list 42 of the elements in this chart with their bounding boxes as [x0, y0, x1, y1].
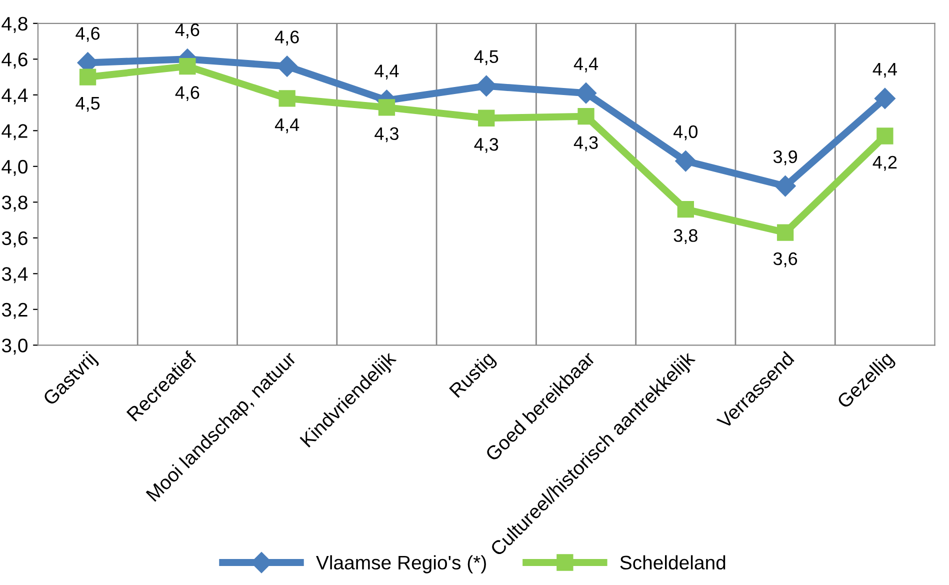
point — [675, 150, 696, 172]
data-label: 4,4 — [574, 58, 598, 72]
data-label: 4,3 — [574, 136, 598, 152]
data-label: 3,9 — [773, 150, 797, 166]
point — [278, 90, 296, 107]
point — [179, 58, 196, 75]
point — [776, 224, 794, 241]
point — [874, 88, 896, 109]
data-label: 4,4 — [274, 118, 300, 134]
y-tick-label: 3,4 — [2, 267, 28, 284]
y-tick-label: 4,6 — [2, 52, 28, 69]
legend-label: Scheldeland — [620, 555, 726, 570]
y-tick-label: 3,0 — [2, 338, 28, 355]
data-label: 4,3 — [474, 138, 498, 153]
y-tick-label: 4,4 — [2, 88, 28, 104]
data-label: 4,2 — [872, 156, 897, 171]
point — [478, 110, 495, 126]
data-label: 4,6 — [175, 23, 200, 38]
data-label: 4,5 — [474, 50, 498, 66]
data-label: 3,6 — [773, 252, 798, 268]
point — [774, 176, 796, 197]
y-tick-label: 4,0 — [2, 160, 28, 176]
y-tick-label: 3,2 — [2, 302, 28, 319]
data-label: 4,4 — [872, 62, 897, 78]
data-label: 4,6 — [274, 30, 299, 46]
data-label: 4,6 — [175, 86, 200, 102]
point — [677, 200, 694, 218]
y-tick-label: 3,8 — [2, 196, 28, 212]
point — [79, 68, 96, 86]
data-label: 4,3 — [374, 127, 398, 142]
y-tick-label: 4,8 — [2, 16, 28, 33]
data-label: 4,4 — [374, 64, 399, 80]
point — [378, 99, 396, 116]
legend-label: Vlaamse Regio's (*) — [316, 555, 486, 574]
point — [876, 128, 894, 144]
data-label: 4,0 — [674, 125, 698, 140]
y-tick-label: 4,2 — [2, 124, 28, 140]
point — [578, 108, 594, 125]
y-tick-label: 3,6 — [2, 231, 28, 248]
data-label: 4,5 — [76, 97, 100, 112]
data-label: 3,8 — [674, 229, 698, 244]
data-label: 4,6 — [76, 27, 100, 42]
